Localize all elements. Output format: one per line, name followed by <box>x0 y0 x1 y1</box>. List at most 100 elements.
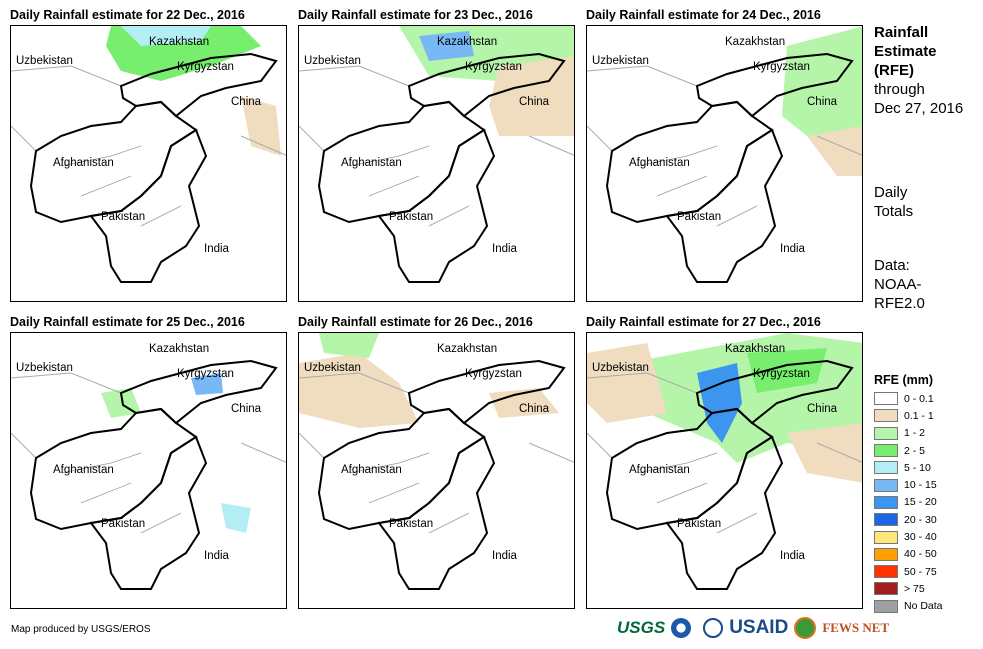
label-kazakhstan: Kazakhstan <box>149 36 210 48</box>
label-china: China <box>807 96 838 108</box>
legend-label: 50 - 75 <box>904 565 937 578</box>
legend-item: 20 - 30 <box>874 511 943 528</box>
legend-label: > 75 <box>904 582 925 595</box>
legend-item: 1 - 2 <box>874 425 943 442</box>
rainfall-map: Kazakhstan Uzbekistan Kyrgyzstan China Afgha… <box>586 25 863 302</box>
country-outline <box>89 435 208 590</box>
map-graphic <box>587 333 862 590</box>
rainfall-map: Kazakhstan Uzbekistan Kyrgyzstan China Afgha… <box>298 25 575 302</box>
border-line <box>11 372 286 463</box>
country-outline <box>695 52 854 118</box>
legend: RFE (mm) 0 - 0.1 0.1 - 1 1 - 2 2 - 5 5 - 10 1… <box>874 373 943 615</box>
legend-item: 30 - 40 <box>874 528 943 545</box>
label-kyrgyzstan: Kyrgyzstan <box>465 61 522 73</box>
label-kazakhstan: Kazakhstan <box>437 36 498 48</box>
label-china: China <box>231 96 262 108</box>
legend-swatch <box>874 582 898 596</box>
caption-data-source: Data: NOAA- RFE2.0 <box>874 256 925 313</box>
label-kyrgyzstan: Kyrgyzstan <box>177 368 234 380</box>
caption-through: through <box>874 81 925 98</box>
label-china: China <box>231 403 262 415</box>
rainfall-area <box>241 96 281 156</box>
label-pakistan: Pakistan <box>389 211 434 223</box>
caption-daily: Daily Totals <box>874 183 913 221</box>
rainfall-area <box>319 333 379 358</box>
map-caption: Rainfall Estimate (RFE) through Dec 27, … <box>874 23 963 118</box>
caption-data-text: RFE2.0 <box>874 295 925 312</box>
rainfall-area <box>299 353 419 428</box>
caption-data-text: NOAA- <box>874 276 922 293</box>
legend-item: 15 - 20 <box>874 494 943 511</box>
rainfall-area <box>419 31 474 61</box>
legend-label: 5 - 10 <box>904 461 931 474</box>
rainfall-area <box>697 363 742 443</box>
label-kyrgyzstan: Kyrgyzstan <box>753 368 810 380</box>
province-lines <box>348 452 470 534</box>
usaid-logo: USAID <box>729 617 789 638</box>
label-kazakhstan: Kazakhstan <box>725 343 786 355</box>
label-india: India <box>780 243 805 255</box>
country-outline <box>119 359 278 425</box>
label-pakistan: Pakistan <box>389 518 434 530</box>
label-india: India <box>204 243 229 255</box>
border-line <box>587 372 862 463</box>
legend-item: 40 - 50 <box>874 546 943 563</box>
province-lines <box>348 145 470 227</box>
legend-label: 0.1 - 1 <box>904 409 934 422</box>
label-uzbekistan: Uzbekistan <box>592 362 649 374</box>
legend-label: 1 - 2 <box>904 427 926 440</box>
map-graphic <box>299 26 574 283</box>
rainfall-area <box>747 348 827 393</box>
legend-swatch <box>874 547 898 561</box>
rainfall-area <box>121 26 211 46</box>
fews-globe-logo <box>794 617 817 639</box>
rainfall-area <box>221 503 251 533</box>
label-china: China <box>519 96 550 108</box>
legend-swatch <box>874 495 898 509</box>
legend-item: 10 - 15 <box>874 476 943 493</box>
map-graphic <box>11 359 286 590</box>
country-outline <box>377 128 496 283</box>
label-uzbekistan: Uzbekistan <box>304 362 361 374</box>
border-line <box>299 372 574 463</box>
label-afghanistan: Afghanistan <box>53 464 114 476</box>
rainfall-area <box>807 126 862 176</box>
country-outline <box>407 359 566 425</box>
label-china: China <box>807 403 838 415</box>
panel-title: Daily Rainfall estimate for 27 Dec., 201… <box>586 315 821 329</box>
label-india: India <box>492 550 517 562</box>
rainfall-map: Kazakhstan Uzbekistan Kyrgyzstan China Afgha… <box>10 332 287 609</box>
province-lines <box>636 452 758 534</box>
label-afghanistan: Afghanistan <box>341 157 402 169</box>
legend-swatch <box>874 392 898 406</box>
label-afghanistan: Afghanistan <box>629 157 690 169</box>
panel-title: Daily Rainfall estimate for 25 Dec., 201… <box>10 315 245 329</box>
legend-label: 15 - 20 <box>904 496 937 509</box>
label-afghanistan: Afghanistan <box>341 464 402 476</box>
legend-item: 0.1 - 1 <box>874 407 943 424</box>
rainfall-area <box>787 423 862 483</box>
legend-swatch <box>874 565 898 579</box>
legend-label: 0 - 0.1 <box>904 392 934 405</box>
legend-swatch <box>874 530 898 544</box>
map-graphic <box>299 333 574 590</box>
label-pakistan: Pakistan <box>677 211 722 223</box>
border-line <box>299 65 574 156</box>
province-lines <box>60 145 182 227</box>
legend-label: 20 - 30 <box>904 513 937 526</box>
country-outline <box>377 435 496 590</box>
label-afghanistan: Afghanistan <box>629 464 690 476</box>
label-india: India <box>492 243 517 255</box>
label-kazakhstan: Kazakhstan <box>149 343 210 355</box>
usgs-logo: USGS <box>617 618 666 637</box>
label-uzbekistan: Uzbekistan <box>16 362 73 374</box>
legend-swatch <box>874 478 898 492</box>
rainfall-map: Kazakhstan Uzbekistan Kyrgyzstan China Afgha… <box>586 332 863 609</box>
legend-item: > 75 <box>874 580 943 597</box>
legend-label: 40 - 50 <box>904 548 937 561</box>
map-graphic <box>587 26 862 283</box>
caption-daily-text: Totals <box>874 203 914 220</box>
label-kyrgyzstan: Kyrgyzstan <box>753 61 810 73</box>
caption-title: Rainfall <box>874 24 929 41</box>
panel-title: Daily Rainfall estimate for 22 Dec., 201… <box>10 8 245 22</box>
